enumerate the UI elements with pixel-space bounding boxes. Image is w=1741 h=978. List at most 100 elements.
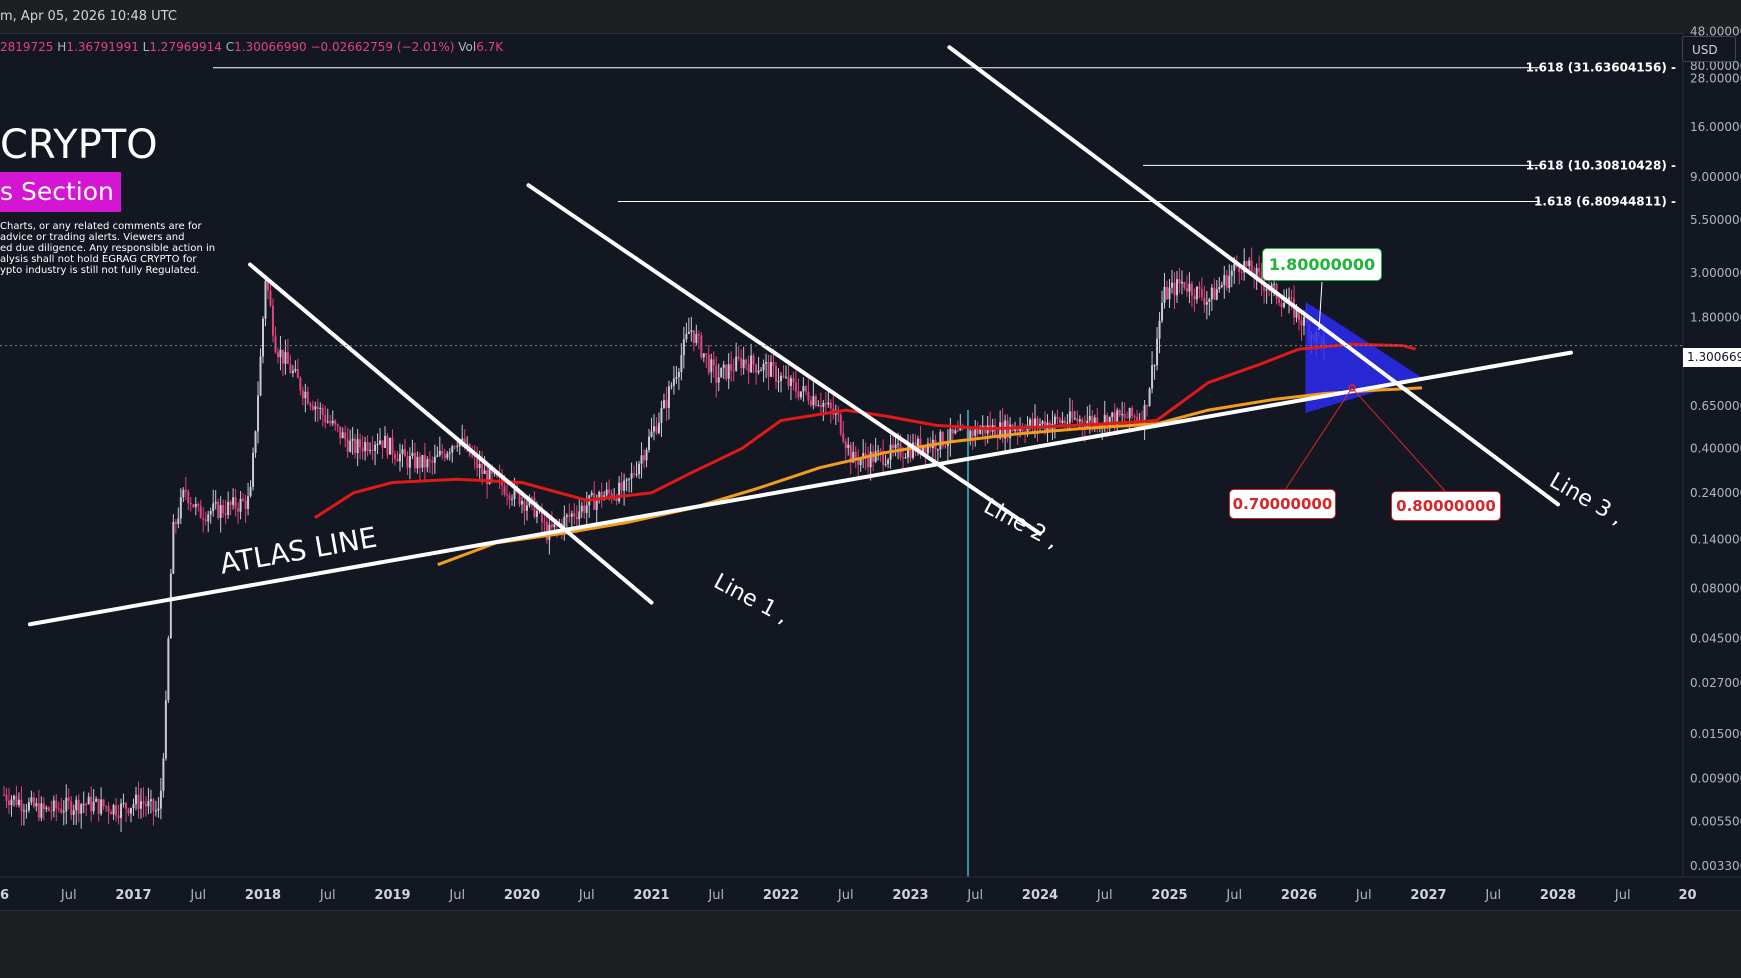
candle-body — [1278, 298, 1281, 303]
candle-body — [1218, 287, 1221, 290]
candle-body — [401, 449, 404, 455]
candle-body — [481, 463, 484, 474]
candle-body — [822, 403, 825, 407]
candle-body — [827, 402, 830, 405]
candle-body — [1215, 289, 1218, 300]
currency-button[interactable]: USD — [1682, 36, 1736, 62]
x-tick-label: 2017 — [115, 888, 151, 903]
candle-body — [284, 352, 287, 364]
candle-body — [356, 439, 359, 454]
candle-body — [1118, 410, 1121, 416]
candle-body — [979, 429, 982, 434]
candle-body — [149, 799, 152, 802]
candle-body — [862, 453, 865, 459]
candle-body — [941, 431, 944, 446]
candle-body — [441, 450, 444, 455]
candle-body — [70, 801, 73, 815]
candle-body — [1073, 418, 1076, 420]
candle-body — [142, 801, 145, 804]
candle-body — [344, 432, 347, 440]
ohlc-vol: 6.7K — [476, 40, 504, 54]
candle-body — [687, 331, 690, 334]
candle-body — [1203, 297, 1206, 305]
candle-body — [750, 355, 753, 373]
candle-body — [580, 505, 583, 512]
candle-body — [782, 375, 785, 378]
candle-body — [222, 505, 225, 514]
candle-body — [1225, 275, 1228, 288]
candle-body — [471, 455, 474, 457]
candle-body — [207, 514, 210, 522]
candle-body — [491, 468, 494, 474]
disclaimer-line: ed due diligence. Any responsible action… — [0, 243, 215, 254]
candle-body — [25, 810, 28, 812]
candle-body — [1088, 415, 1091, 421]
candle-body — [1183, 281, 1186, 288]
candle-body — [202, 518, 205, 520]
candle-body — [5, 794, 8, 801]
candle-body — [1041, 421, 1044, 424]
candle-body — [667, 386, 670, 408]
ohlc-high: 1.36791991 — [66, 40, 139, 54]
candle-body — [167, 638, 170, 701]
candle-body — [164, 700, 167, 759]
candle-body — [834, 413, 837, 415]
x-tick-label: Jul — [319, 888, 336, 903]
candle-body — [974, 426, 977, 436]
ohlc-high-label: H — [57, 40, 67, 54]
candle-body — [1091, 415, 1094, 424]
candle-body — [102, 799, 105, 807]
candle-body — [1280, 302, 1283, 308]
candle-body — [1016, 429, 1019, 432]
y-tick-label: 3.000000 — [1690, 266, 1741, 280]
candle-body — [152, 799, 155, 811]
candle-body — [553, 523, 556, 528]
x-tick-label: Jul — [578, 888, 595, 903]
candle-body — [456, 446, 459, 448]
candle-body — [159, 790, 162, 809]
candle-body — [97, 798, 100, 814]
candle-body — [804, 386, 807, 392]
candle-body — [244, 500, 247, 509]
candle-body — [252, 452, 255, 487]
candle-body — [1014, 429, 1017, 432]
candle-body — [296, 369, 299, 379]
candle-body — [1228, 275, 1231, 288]
candle-body — [384, 435, 387, 448]
candle-body — [217, 501, 220, 518]
candle-body — [406, 456, 409, 468]
candle-body — [22, 810, 25, 812]
candle-body — [1230, 270, 1233, 276]
candle-body — [229, 501, 232, 505]
candle-body — [605, 489, 608, 496]
candle-body — [610, 492, 613, 499]
candle-body — [513, 485, 516, 500]
candle-body — [105, 806, 108, 808]
candle-body — [249, 486, 252, 497]
candle-body — [162, 758, 165, 791]
candle-body — [1093, 417, 1096, 424]
candle-body — [700, 335, 703, 358]
candle-body — [994, 425, 997, 437]
candle-body — [944, 445, 947, 447]
candle-body — [1113, 412, 1116, 426]
candle-body — [1245, 261, 1248, 267]
annotation-support-0-7: 0.70000000 — [1229, 489, 1336, 519]
candle-body — [1223, 275, 1226, 285]
candle-body — [523, 500, 526, 511]
candle-body — [413, 452, 416, 469]
candle-body — [291, 370, 294, 373]
candle-body — [374, 444, 377, 451]
trendline — [526, 183, 1042, 536]
candle-body — [20, 799, 23, 812]
candle-body — [334, 420, 337, 425]
candle-body — [45, 807, 48, 809]
candle-body — [936, 449, 939, 451]
candle-body — [224, 513, 227, 515]
candle-body — [772, 361, 775, 367]
candle-body — [379, 440, 382, 444]
